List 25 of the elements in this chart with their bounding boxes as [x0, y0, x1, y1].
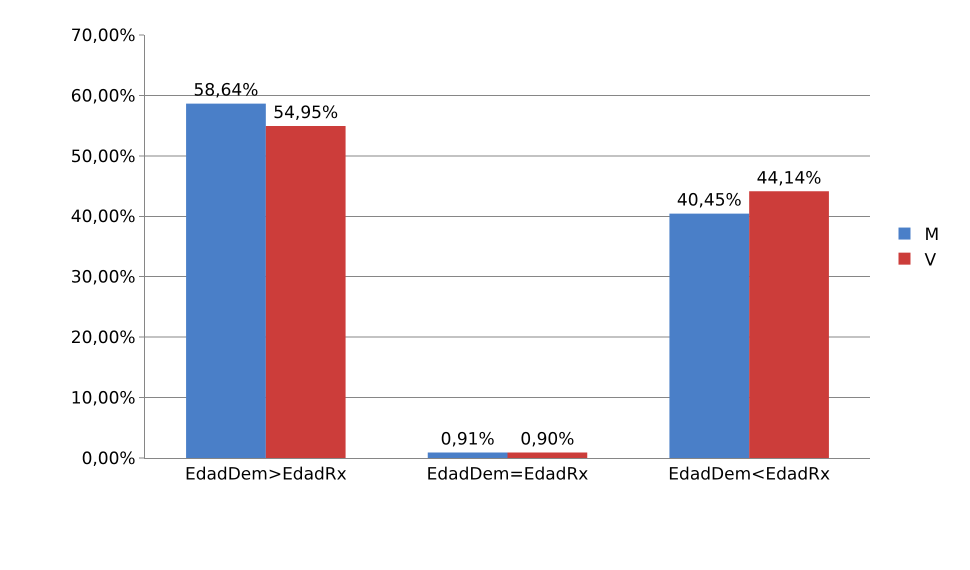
- data-label: 0,90%: [520, 430, 574, 450]
- x-tick-label: EdadDem>EdadRx: [184, 464, 347, 484]
- data-label: 0,91%: [440, 430, 495, 450]
- legend-label: M: [924, 225, 940, 246]
- x-tick-label: EdadDem<EdadRx: [668, 464, 830, 484]
- y-tick-label: 10,00%: [70, 388, 136, 409]
- y-tick-label: 50,00%: [70, 146, 136, 167]
- y-tick-label: 30,00%: [70, 268, 136, 288]
- data-label: 58,64%: [194, 80, 258, 101]
- x-tick-label: EdadDem=EdadRx: [426, 464, 588, 484]
- bar: [266, 126, 346, 458]
- y-tick-label: 0,00%: [82, 448, 136, 469]
- y-tick-label: 20,00%: [70, 328, 136, 348]
- bar: [749, 191, 829, 458]
- bar: [186, 104, 266, 458]
- y-tick-label: 60,00%: [70, 86, 136, 106]
- y-tick-label: 40,00%: [70, 207, 136, 228]
- data-label: 40,45%: [676, 190, 742, 211]
- data-label: 44,14%: [756, 168, 822, 188]
- y-tick-label: 70,00%: [70, 26, 136, 46]
- bar: [669, 214, 750, 458]
- bar: [508, 452, 588, 458]
- legend-label: V: [924, 250, 936, 270]
- data-label: 54,95%: [273, 102, 338, 123]
- bar: [428, 452, 508, 458]
